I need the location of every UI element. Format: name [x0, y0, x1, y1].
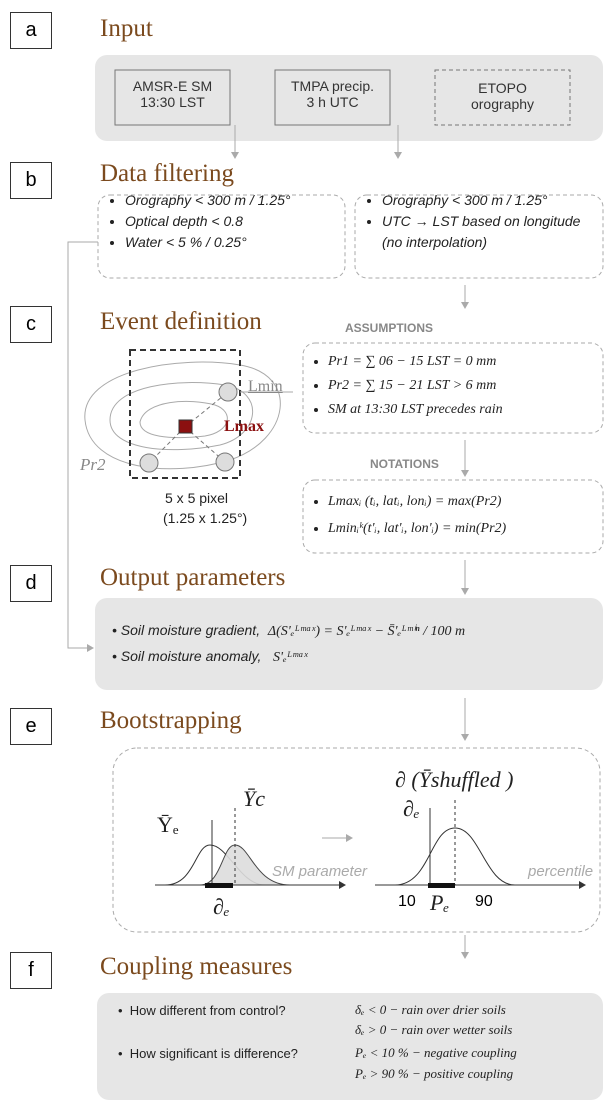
de-label: ∂ₑ — [213, 894, 230, 919]
notations-label: NOTATIONS — [370, 457, 439, 471]
filter-item: UTC → LST based on longitude (no interpo… — [382, 211, 592, 253]
pixel-label: 5 x 5 pixel — [165, 490, 229, 506]
section-title: Event definition — [100, 308, 262, 335]
box-line: AMSR-E SM — [132, 78, 213, 94]
output-item: • Soil moisture anomaly, S'ₑᴸᵐᵃˣ — [112, 648, 308, 665]
assumption: Pr2 = ∑ 15 − 21 LST > 6 mm — [328, 374, 503, 398]
box-line: 13:30 LST — [140, 94, 205, 110]
assumption: SM at 13:30 LST precedes rain — [328, 398, 503, 422]
coupling-outcome: Pₑ > 90 % − positive coupling — [355, 1066, 514, 1081]
shapes — [67, 55, 604, 1100]
output-label: Soil moisture gradient, — [120, 622, 261, 638]
box-line: orography — [470, 96, 535, 112]
assumptions-label: ASSUMPTIONS — [345, 321, 434, 335]
assumptions-list: Pr1 = ∑ 06 − 15 LST = 0 mm Pr2 = ∑ 15 − … — [310, 350, 503, 422]
question-text: How different from control? — [129, 1003, 286, 1018]
section-letter: e — [10, 708, 52, 745]
coupling-outcome: Pₑ < 10 % − negative coupling — [355, 1045, 517, 1060]
section-title: Input — [100, 15, 153, 42]
section-letter: c — [10, 306, 52, 343]
notation: Lminᵢᵏ(t'ᵢ, lat'ᵢ, lon'ᵢ) = min(Pr2) — [328, 515, 506, 542]
filter-item: Orography < 300 m / 1.25° — [382, 190, 592, 211]
question-text: How significant is difference? — [129, 1046, 298, 1061]
assumption: Pr1 = ∑ 06 − 15 LST = 0 mm — [328, 350, 503, 374]
de-label: ∂ₑ — [403, 796, 420, 821]
filter-list: Orography < 300 m / 1.25° UTC → LST base… — [362, 190, 592, 253]
box-line: 3 h UTC — [306, 94, 359, 110]
input-box: TMPA precip. 3 h UTC — [275, 78, 390, 110]
section-letter: f — [10, 952, 52, 989]
section-letter: d — [10, 565, 52, 602]
output-formula: Δ(S'ₑᴸᵐᵃˣ) = S'ₑᴸᵐᵃˣ − S̄'ₑᴸᵐⁱⁿ / 100 m — [267, 624, 466, 639]
section-title: Data filtering — [100, 160, 234, 187]
shuffled-label: ∂ (Ȳshuffled ) — [395, 767, 514, 792]
p10-label: 10 — [398, 893, 416, 910]
output-formula: S'ₑᴸᵐᵃˣ — [273, 650, 308, 665]
output-item: • Soil moisture gradient, Δ(S'ₑᴸᵐᵃˣ) = S… — [112, 622, 466, 639]
input-box: AMSR-E SM 13:30 LST — [115, 78, 230, 110]
p90-label: 90 — [475, 893, 493, 910]
yc-label: Ȳc — [243, 786, 265, 811]
coupling-question: • How different from control? — [118, 1003, 286, 1018]
filter-list: Orography < 300 m / 1.25° Optical depth … — [105, 190, 291, 253]
filter-item: Orography < 300 m / 1.25° — [125, 190, 291, 211]
pe-label: Pₑ — [430, 890, 450, 915]
coupling-question: • How significant is difference? — [118, 1046, 298, 1061]
ye-label: Ȳₑ — [157, 812, 179, 837]
sm-label: SM parameter — [272, 863, 368, 880]
section-title: Output parameters — [100, 564, 286, 591]
size-label: (1.25 x 1.25°) — [163, 510, 248, 526]
box-line: ETOPO — [478, 80, 527, 96]
filter-item: Water < 5 % / 0.25° — [125, 232, 291, 253]
percentile-label: percentile — [528, 863, 594, 880]
notation: Lmaxᵢ (tᵢ, latᵢ, lonᵢ) = max(Pr2) — [328, 488, 506, 515]
box-line: TMPA precip. — [291, 78, 374, 94]
pr2-label: Pr2 — [80, 455, 106, 474]
coupling-outcome: δₑ > 0 − rain over wetter soils — [355, 1022, 513, 1037]
filter-item: Optical depth < 0.8 — [125, 211, 291, 232]
coupling-outcome: δₑ < 0 − rain over drier soils — [355, 1002, 506, 1017]
input-box: ETOPO orography — [435, 80, 570, 112]
output-label: Soil moisture anomaly, — [120, 648, 262, 664]
section-title: Coupling measures — [100, 953, 293, 980]
notations-list: Lmaxᵢ (tᵢ, latᵢ, lonᵢ) = max(Pr2) Lminᵢᵏ… — [310, 488, 506, 542]
lmin-label: Lmin — [248, 378, 283, 395]
section-title: Bootstrapping — [100, 707, 242, 734]
lmax-label: Lmax — [224, 418, 264, 435]
section-letter: b — [10, 162, 52, 199]
section-letter: a — [10, 12, 52, 49]
